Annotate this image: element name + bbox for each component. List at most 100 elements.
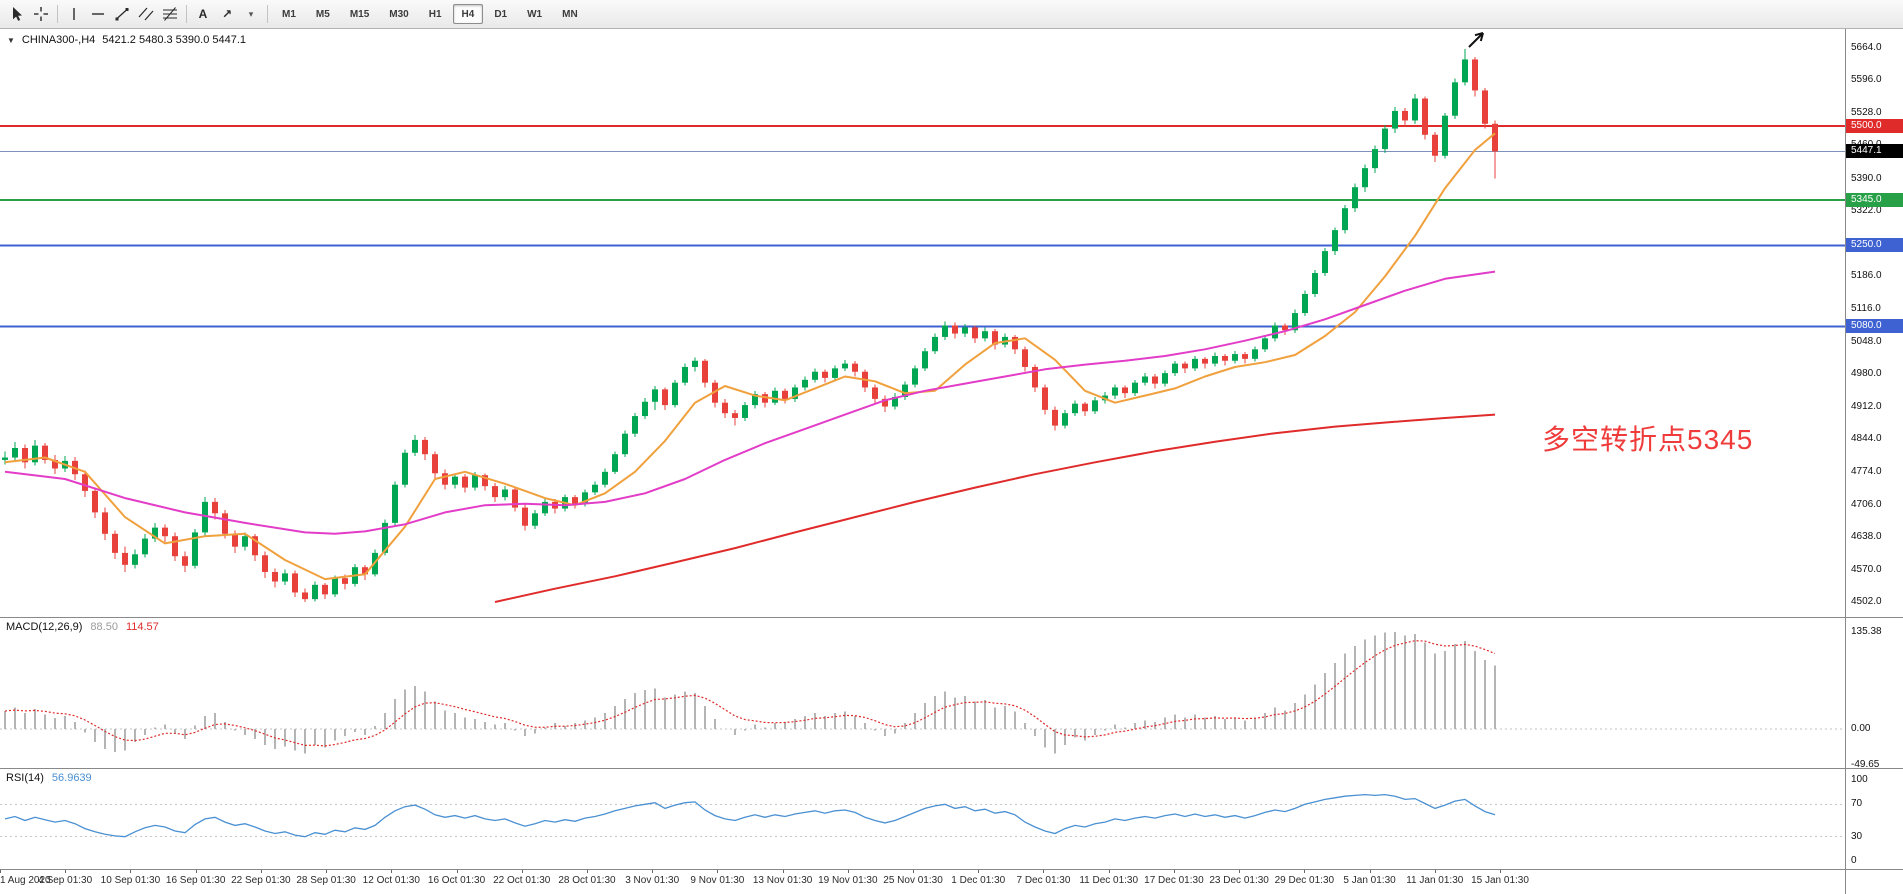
candle	[572, 497, 578, 504]
candle	[622, 433, 628, 455]
macd-rsi-separator[interactable]	[0, 768, 1903, 769]
timeframe-W1-button[interactable]: W1	[527, 8, 543, 20]
timeframe-group: M1 M5 M15 M30 H1 H4 D1 W1 MN	[272, 4, 588, 24]
candle	[482, 475, 488, 487]
time-tick	[1500, 869, 1501, 873]
candle	[1182, 363, 1188, 369]
candle	[282, 573, 288, 582]
candle	[1032, 366, 1038, 388]
chart-menu-icon[interactable]: ▼	[7, 35, 15, 45]
shapes-dropdown-tool-button[interactable]: ▾	[239, 3, 263, 25]
time-tick-label: 15 Jan 01:30	[1471, 875, 1529, 886]
candle	[1092, 400, 1098, 412]
time-tick-label: 4 Sep 01:30	[38, 875, 93, 886]
candle	[1082, 403, 1088, 412]
candle	[672, 382, 678, 406]
candle	[1492, 123, 1498, 152]
candle	[232, 533, 238, 547]
macd-histogram	[4, 631, 1496, 754]
candle	[682, 366, 688, 383]
candle	[182, 556, 188, 566]
candle	[1302, 294, 1308, 314]
price-badge-5250.0: 5250.0	[1846, 238, 1903, 253]
trendline-tool-button[interactable]	[110, 3, 134, 25]
time-tick-label: 23 Dec 01:30	[1209, 875, 1269, 886]
toolbar-separator	[57, 5, 58, 23]
candle	[702, 360, 708, 383]
candle	[1322, 251, 1328, 274]
candle	[1012, 336, 1018, 350]
candle	[402, 452, 408, 485]
arrows-tool-button[interactable]: ↗	[215, 3, 239, 25]
candle	[1242, 354, 1248, 359]
price-axis[interactable]: 5664.05596.05528.05460.05390.05322.05254…	[1845, 29, 1903, 894]
candle	[662, 389, 668, 406]
cursor-tool-button[interactable]	[5, 3, 29, 25]
time-axis-separator[interactable]	[0, 869, 1903, 870]
candle	[262, 555, 268, 572]
text-tool-button[interactable]: A	[191, 3, 215, 25]
timeframe-M30-button[interactable]: M30	[389, 8, 409, 20]
candle	[1282, 325, 1288, 331]
timeframe-M15-button[interactable]: M15	[349, 8, 370, 20]
toolbar-separator	[186, 5, 187, 23]
timeframe-MN-button[interactable]: MN	[562, 8, 578, 20]
price-tick-label: 4502.0	[1851, 596, 1882, 607]
candle	[12, 448, 18, 458]
candle	[962, 327, 968, 334]
price-tick-label: 5116.0	[1851, 303, 1881, 315]
candle	[692, 360, 698, 367]
candle	[392, 484, 398, 523]
candle	[1352, 187, 1358, 209]
candle	[1292, 313, 1298, 331]
crosshair-tool-button[interactable]	[29, 3, 53, 25]
time-tick-label: 13 Nov 01:30	[752, 875, 813, 886]
time-tick	[847, 869, 849, 873]
rsi-panel-canvas[interactable]	[0, 768, 1845, 869]
candle	[952, 325, 958, 334]
timeframe-D1-button[interactable]: D1	[494, 8, 508, 20]
candle	[1212, 355, 1218, 364]
timeframe-M5-button[interactable]: M5	[315, 8, 330, 20]
horizontal-line-tool-button[interactable]	[86, 3, 110, 25]
time-tick	[130, 869, 132, 873]
candle	[812, 371, 818, 380]
candle	[452, 476, 458, 485]
vertical-line-icon	[66, 6, 82, 22]
candle	[942, 325, 948, 337]
chart-plot-column: ▼ CHINA300-,H4 5421.2 5480.3 5390.0 5447…	[0, 29, 1845, 894]
candle	[512, 489, 518, 508]
rsi-line	[4, 793, 1496, 838]
time-tick	[782, 869, 784, 873]
equidistant-channel-tool-button[interactable]	[134, 3, 158, 25]
fibonacci-retracement-icon	[162, 6, 178, 22]
time-tick-label: 11 Dec 01:30	[1079, 875, 1139, 886]
time-tick-label: 28 Sep 01:30	[296, 875, 356, 886]
candle	[1262, 338, 1268, 350]
candle	[1392, 110, 1398, 129]
candle	[842, 363, 848, 369]
timeframe-M1-button[interactable]: M1	[282, 8, 296, 20]
time-tick	[978, 869, 980, 873]
time-tick-label: 28 Oct 01:30	[558, 875, 616, 886]
timeframe-H4-button[interactable]: H4	[452, 4, 484, 24]
time-tick-label: 29 Dec 01:30	[1274, 875, 1335, 886]
timeframe-H1-button[interactable]: H1	[428, 8, 442, 20]
time-axis[interactable]: 1 Aug 2020 4 Sep 01:30 10 Sep 01:30 16 Sep …	[0, 869, 1845, 894]
candle	[1472, 59, 1478, 91]
candle	[162, 527, 168, 537]
candle	[1222, 355, 1228, 361]
candle	[1382, 128, 1388, 150]
arrow-object[interactable]	[1468, 32, 1484, 48]
candle	[1062, 413, 1068, 426]
main-chart-canvas[interactable]	[0, 29, 1845, 617]
main-macd-separator[interactable]	[0, 617, 1903, 618]
fibonacci-retracement-tool-button[interactable]	[158, 3, 182, 25]
candle	[752, 394, 758, 406]
price-tick-label: 5596.0	[1851, 74, 1882, 86]
price-tick-label: 4570.0	[1851, 563, 1882, 575]
time-tick	[652, 869, 654, 873]
vertical-line-tool-button[interactable]	[62, 3, 86, 25]
candle	[642, 401, 648, 417]
macd-panel-canvas[interactable]	[0, 617, 1845, 768]
